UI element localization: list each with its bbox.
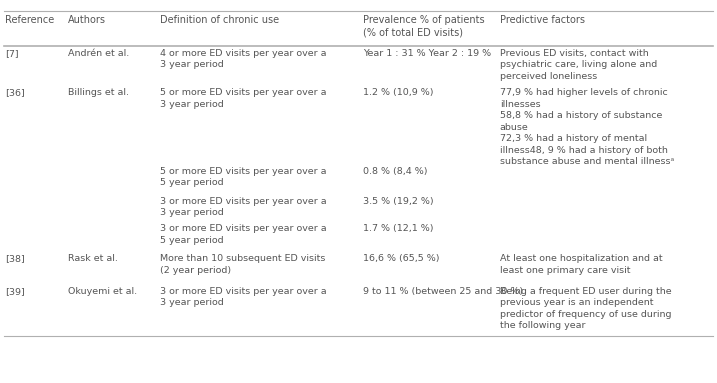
Text: Okuyemi et al.: Okuyemi et al. — [68, 287, 137, 296]
Text: [38]: [38] — [5, 254, 25, 263]
Text: Billings et al.: Billings et al. — [68, 88, 129, 97]
Text: 16,6 % (65,5 %): 16,6 % (65,5 %) — [363, 254, 440, 263]
Text: 5 or more ED visits per year over a
3 year period: 5 or more ED visits per year over a 3 ye… — [160, 88, 326, 109]
Text: Previous ED visits, contact with
psychiatric care, living alone and
perceived lo: Previous ED visits, contact with psychia… — [500, 49, 657, 81]
Text: Reference: Reference — [5, 15, 54, 25]
Text: 77,9 % had higher levels of chronic
illnesses
58,8 % had a history of substance
: 77,9 % had higher levels of chronic illn… — [500, 88, 674, 166]
Text: 0.8 % (8,4 %): 0.8 % (8,4 %) — [363, 167, 427, 176]
Text: 3.5 % (19,2 %): 3.5 % (19,2 %) — [363, 197, 434, 206]
Text: 3 or more ED visits per year over a
5 year period: 3 or more ED visits per year over a 5 ye… — [160, 224, 326, 245]
Text: [39]: [39] — [5, 287, 25, 296]
Text: More than 10 subsequent ED visits
(2 year period): More than 10 subsequent ED visits (2 yea… — [160, 254, 326, 275]
Text: Being a frequent ED user during the
previous year is an independent
predictor of: Being a frequent ED user during the prev… — [500, 287, 671, 330]
Text: Andrén et al.: Andrén et al. — [68, 49, 129, 58]
Text: 3 or more ED visits per year over a
3 year period: 3 or more ED visits per year over a 3 ye… — [160, 287, 326, 307]
Text: Predictive factors: Predictive factors — [500, 15, 585, 25]
Text: 1.2 % (10,9 %): 1.2 % (10,9 %) — [363, 88, 433, 97]
Text: [36]: [36] — [5, 88, 25, 97]
Text: 5 or more ED visits per year over a
5 year period: 5 or more ED visits per year over a 5 ye… — [160, 167, 326, 187]
Text: Year 1 : 31 % Year 2 : 19 %: Year 1 : 31 % Year 2 : 19 % — [363, 49, 491, 58]
Text: Authors: Authors — [68, 15, 106, 25]
Text: 4 or more ED visits per year over a
3 year period: 4 or more ED visits per year over a 3 ye… — [160, 49, 326, 69]
Text: 3 or more ED visits per year over a
3 year period: 3 or more ED visits per year over a 3 ye… — [160, 197, 326, 217]
Text: Prevalence % of patients
(% of total ED visits): Prevalence % of patients (% of total ED … — [363, 15, 485, 38]
Text: [7]: [7] — [5, 49, 19, 58]
Text: At least one hospitalization and at
least one primary care visit: At least one hospitalization and at leas… — [500, 254, 663, 275]
Text: 9 to 11 % (between 25 and 30 %): 9 to 11 % (between 25 and 30 %) — [363, 287, 523, 296]
Text: 1.7 % (12,1 %): 1.7 % (12,1 %) — [363, 224, 433, 233]
Text: Definition of chronic use: Definition of chronic use — [160, 15, 279, 25]
Text: Rask et al.: Rask et al. — [68, 254, 118, 263]
